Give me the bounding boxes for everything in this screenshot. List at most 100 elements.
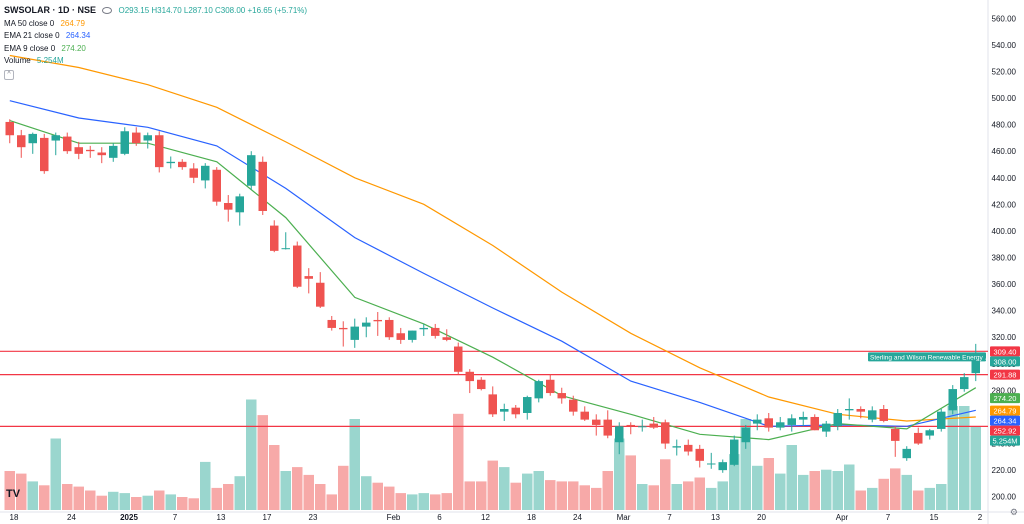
candle-body	[856, 409, 865, 412]
y-tick-label: 440.00	[992, 174, 1017, 183]
volume-bar	[464, 481, 475, 510]
candle-body	[373, 319, 382, 322]
volume-bar	[96, 495, 107, 510]
candle-body	[63, 136, 72, 152]
price-label-box	[990, 425, 1020, 436]
volume-bar	[648, 485, 659, 510]
y-tick-label: 480.00	[992, 121, 1017, 130]
candle	[350, 318, 359, 348]
x-tick-label: 23	[309, 513, 318, 522]
volume-bar	[292, 467, 303, 510]
candle-body	[258, 161, 267, 211]
volume-value: 5.254M	[36, 56, 64, 65]
y-tick-label: 320.00	[992, 333, 1017, 342]
candle-body	[822, 423, 831, 432]
candle-body	[603, 419, 612, 436]
volume-bar	[671, 484, 682, 510]
candlesticks	[5, 119, 980, 473]
y-tick-label: 420.00	[992, 200, 1017, 209]
volume-bar	[522, 473, 533, 510]
volume-bar	[545, 480, 556, 510]
price-label: 308.00	[994, 357, 1017, 366]
candle-body	[534, 381, 543, 399]
ema21-value: 264.34	[65, 31, 91, 40]
volume-bar	[211, 487, 222, 510]
price-label-box	[990, 346, 1020, 357]
candle	[373, 311, 382, 336]
candle-body	[40, 137, 49, 172]
candle-body	[86, 149, 95, 152]
candle	[120, 127, 129, 156]
x-tick-label: Apr	[836, 513, 849, 522]
volume-bar	[614, 438, 625, 510]
candle-body	[546, 379, 555, 394]
price-label: 252.92	[994, 427, 1017, 436]
candle-body	[17, 135, 26, 148]
volume-bar	[27, 481, 38, 510]
eye-icon[interactable]	[102, 7, 113, 15]
volume-bar	[556, 481, 567, 510]
collapse-legend-icon[interactable]: ^	[4, 69, 14, 80]
x-tick-label: 7	[667, 513, 672, 522]
candle-body	[97, 152, 106, 156]
candle	[51, 132, 60, 156]
volume-bar	[717, 481, 728, 510]
candle	[879, 405, 888, 423]
candle	[856, 406, 865, 419]
candle-body	[891, 428, 900, 441]
candle-body	[787, 418, 796, 425]
volume-bar	[878, 478, 889, 510]
candle	[833, 409, 842, 431]
candle-body	[799, 416, 808, 420]
ema9-label[interactable]: EMA 9 close 0	[4, 43, 56, 53]
ema9-value: 274.20	[61, 43, 86, 53]
candle	[948, 385, 957, 415]
x-tick-label: Mar	[617, 513, 631, 522]
candle	[684, 439, 693, 456]
ema21-label[interactable]: EMA 21 close 0	[4, 31, 60, 40]
gear-icon[interactable]: ⚙	[1009, 507, 1018, 517]
candle-body	[178, 161, 187, 168]
volume-bar	[4, 471, 15, 510]
candle-body	[270, 225, 279, 251]
volume-label[interactable]: Volume	[4, 56, 31, 65]
candle	[247, 151, 256, 190]
x-tick-label: 24	[573, 513, 582, 522]
candle-body	[672, 446, 681, 448]
volume-bar	[165, 494, 176, 510]
time-axis: 18 24 2025 7 13 17 23 Feb 6 12 18 24 Mar 7 13 20 Apr 7 15 2	[10, 513, 983, 522]
candle-body	[626, 424, 635, 427]
y-tick-label: 340.00	[992, 307, 1017, 316]
candle	[109, 143, 118, 162]
volume-bar	[200, 461, 211, 510]
candle-body	[937, 411, 946, 429]
volume-bar	[62, 484, 73, 510]
symbol-title[interactable]: SWSOLAR · 1D · NSE	[4, 5, 97, 15]
candle-body	[304, 276, 313, 279]
candle-body	[615, 426, 624, 443]
volume-bar	[740, 419, 751, 510]
volume-bar	[970, 426, 981, 510]
price-label: 291.88	[994, 371, 1017, 380]
candle	[212, 167, 221, 206]
ma50-value: 264.79	[60, 18, 85, 28]
candle-body	[442, 337, 451, 340]
y-tick-label: 360.00	[992, 280, 1017, 289]
candle	[442, 329, 451, 342]
candle	[546, 374, 555, 396]
candle-body	[224, 203, 233, 210]
volume-bar	[913, 490, 924, 510]
candle-body	[741, 427, 750, 443]
ma50-label[interactable]: MA 50 close 0	[4, 18, 55, 28]
candle-body	[293, 245, 302, 287]
candle-body	[580, 411, 589, 420]
candle	[166, 156, 175, 169]
price-label-box	[990, 356, 1020, 367]
volume-bar	[269, 445, 280, 510]
volume-bar	[924, 487, 935, 510]
volume-bar	[694, 477, 705, 510]
candle	[580, 406, 589, 421]
candle	[189, 163, 198, 184]
volume-bar	[591, 487, 602, 510]
